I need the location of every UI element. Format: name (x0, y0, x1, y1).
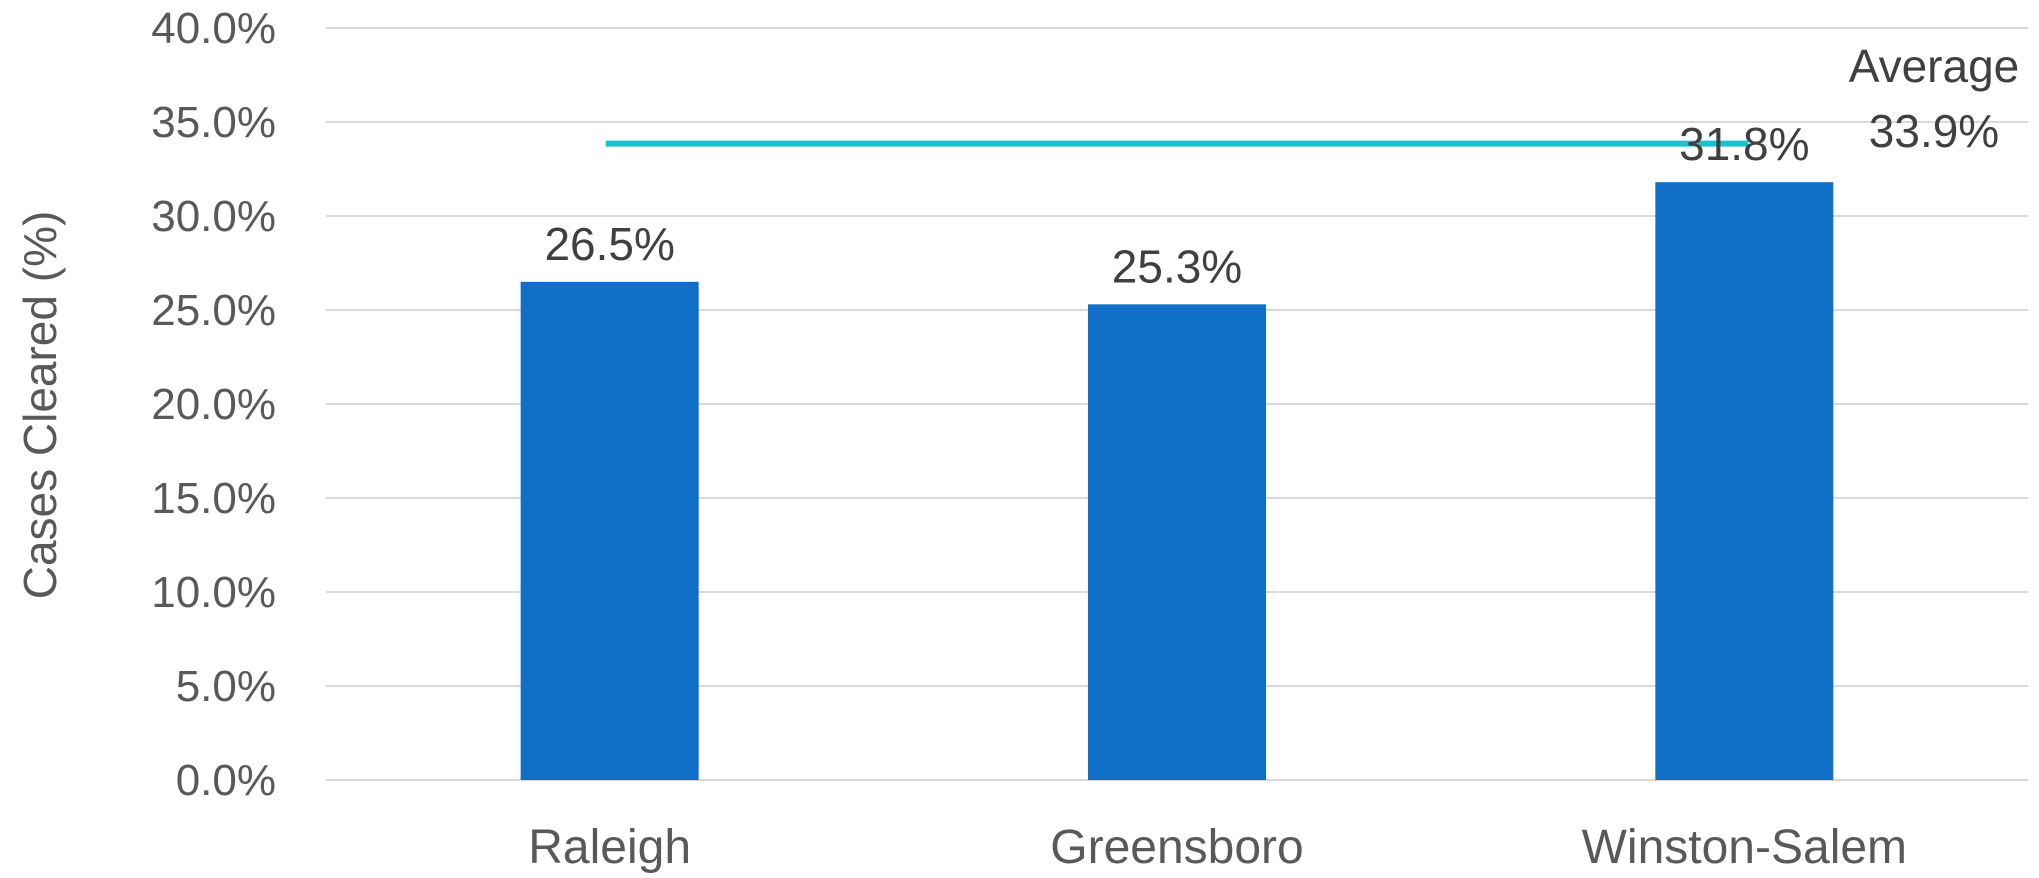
y-tick-label: 10.0% (151, 568, 276, 617)
y-axis-title: Cases Cleared (%) (14, 211, 66, 600)
y-tick-label: 40.0% (151, 4, 276, 53)
y-tick-label: 30.0% (151, 192, 276, 241)
average-reference: Average 33.9% (605, 40, 2020, 157)
data-label: 25.3% (1112, 240, 1242, 292)
y-tick-label: 0.0% (176, 756, 276, 805)
category-label: Greensboro (1050, 821, 1303, 873)
y-tick-label: 25.0% (151, 286, 276, 335)
y-tick-label: 5.0% (176, 662, 276, 711)
bar-winston-salem (1655, 182, 1834, 780)
average-label-title: Average (1849, 40, 2020, 92)
category-label: Winston-Salem (1582, 821, 1907, 873)
bars (520, 182, 1834, 780)
y-tick-label: 15.0% (151, 474, 276, 523)
data-label: 31.8% (1679, 118, 1809, 170)
category-label: Raleigh (528, 821, 691, 873)
bar-raleigh (520, 281, 699, 780)
bar-greensboro (1088, 304, 1266, 780)
data-label: 26.5% (544, 218, 674, 270)
x-axis-categories: Raleigh Greensboro Winston-Salem (528, 821, 1907, 874)
average-label-value: 33.9% (1869, 105, 1999, 157)
data-labels: 26.5% 25.3% 31.8% (544, 118, 1809, 292)
y-tick-label: 20.0% (151, 380, 276, 429)
y-axis-ticks: 0.0% 5.0% 10.0% 15.0% 20.0% 25.0% 30.0% 35.0% 40… (151, 4, 276, 805)
y-tick-label: 35.0% (151, 98, 276, 147)
